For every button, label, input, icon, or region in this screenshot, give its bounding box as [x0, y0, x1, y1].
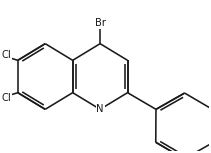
Text: N: N [96, 104, 104, 114]
Text: Cl: Cl [1, 93, 11, 103]
Text: Cl: Cl [1, 50, 11, 60]
Text: Br: Br [95, 18, 106, 28]
